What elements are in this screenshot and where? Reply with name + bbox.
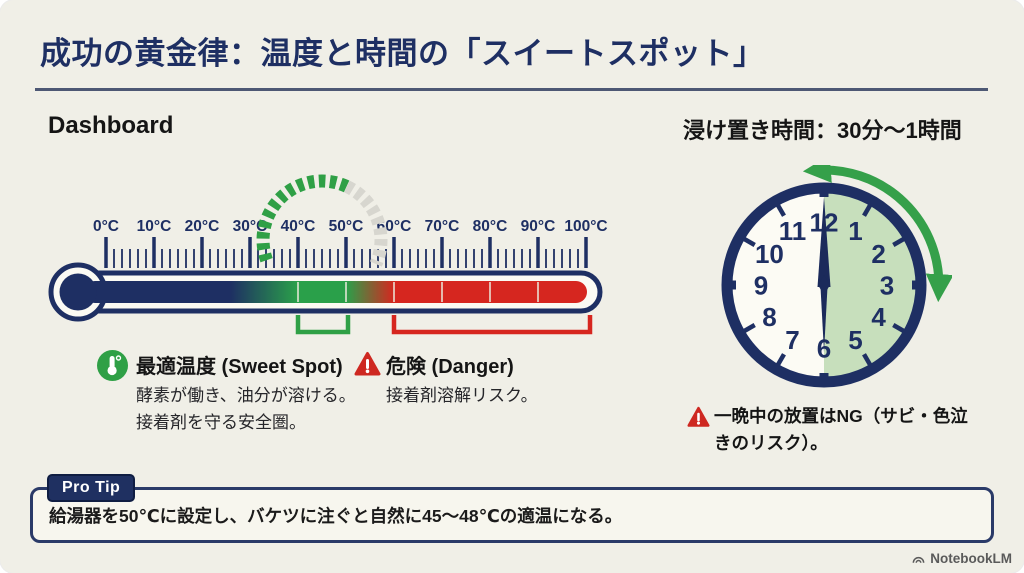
gauge-arc-green [256, 174, 350, 263]
clock-tick [742, 323, 756, 334]
title-divider [35, 88, 988, 91]
temperature-ruler: 0°C 10°C 20°C 30°C 40°C 50°C 60°C 70°C 80°C 90°C 1… [93, 218, 608, 268]
sweet-spot-thermometer-icon [97, 350, 128, 381]
scale-label: 10°C [137, 218, 172, 235]
clock-shaded-half [824, 188, 921, 382]
soak-clock: 123456789101112 [721, 165, 952, 388]
pro-tip-badge: Pro Tip [47, 474, 136, 502]
scale-label: 70°C [425, 218, 460, 235]
clock-number: 3 [880, 270, 894, 300]
clock-number: 8 [762, 302, 776, 332]
clock-number: 11 [779, 216, 807, 246]
gauge-arc-gray [343, 180, 388, 267]
clock-tick [775, 353, 786, 367]
dashboard-heading: Dashboard [48, 112, 174, 139]
scale-label: 20°C [185, 218, 220, 235]
scale-label: 100°C [564, 218, 607, 235]
sweet-spot-legend-title: 最適温度 (Sweet Spot) [136, 356, 343, 378]
pro-tip-text: 給湯器を50℃に設定し、バケツに注ぐと自然に45〜48℃の適温になる。 [49, 505, 623, 526]
pro-tip-box: Pro Tip 給湯器を50℃に設定し、バケツに注ぐと自然に45〜48℃の適温に… [30, 474, 994, 543]
danger-desc: 接着剤溶解リスク。 [386, 386, 538, 405]
duration-arrow [802, 165, 952, 303]
sweet-spot-desc-line1: 酵素が働き、油分が溶ける。 [136, 386, 356, 405]
scale-label: 0°C [93, 218, 119, 235]
footer-brand: NotebookLM [911, 551, 1012, 566]
soak-time-heading: 浸け置き時間：30分〜1時間 [683, 118, 962, 143]
clock-number: 9 [754, 270, 768, 300]
scale-label: 90°C [521, 218, 556, 235]
danger-legend-title: 危険 (Danger) [386, 356, 514, 378]
scale-label: 80°C [473, 218, 508, 235]
scale-label: 50°C [329, 218, 364, 235]
clock-number: 7 [785, 325, 799, 355]
footer-brand-label: NotebookLM [930, 551, 1012, 566]
notebooklm-logo-icon [912, 556, 925, 563]
danger-bracket [391, 315, 593, 335]
clock-tick [775, 203, 786, 217]
thermometer-fill-bar [84, 281, 587, 303]
overnight-ng-note: 一晩中の放置はNG（サビ・色泣きのリスク）。 [714, 406, 968, 453]
ng-warning-icon [687, 406, 710, 427]
clock-tick [892, 323, 906, 334]
clock-number: 4 [871, 302, 886, 332]
clock-number: 2 [871, 239, 885, 269]
clock-number: 5 [848, 325, 862, 355]
sweet-spot-desc-line2: 接着剤を守る安全圏。 [136, 412, 306, 432]
thermometer-bulb-core [59, 273, 97, 311]
clock-tick [742, 236, 756, 247]
fill-section-dividers [297, 282, 539, 302]
scale-label: 40°C [281, 218, 316, 235]
page-title: 成功の黄金律：温度と時間の「スイートスポット」 [40, 36, 765, 71]
clock-tick [862, 353, 873, 367]
clock-number: 1 [848, 216, 862, 246]
scale-label: 30°C [233, 218, 268, 235]
danger-warning-icon [354, 352, 381, 376]
clock-number: 10 [755, 239, 784, 269]
thermometer-diagram: 0°C 10°C 20°C 30°C 40°C 50°C 60°C 70°C 80°C 90°C 1… [48, 174, 608, 335]
sweet-spot-bracket [295, 315, 351, 335]
